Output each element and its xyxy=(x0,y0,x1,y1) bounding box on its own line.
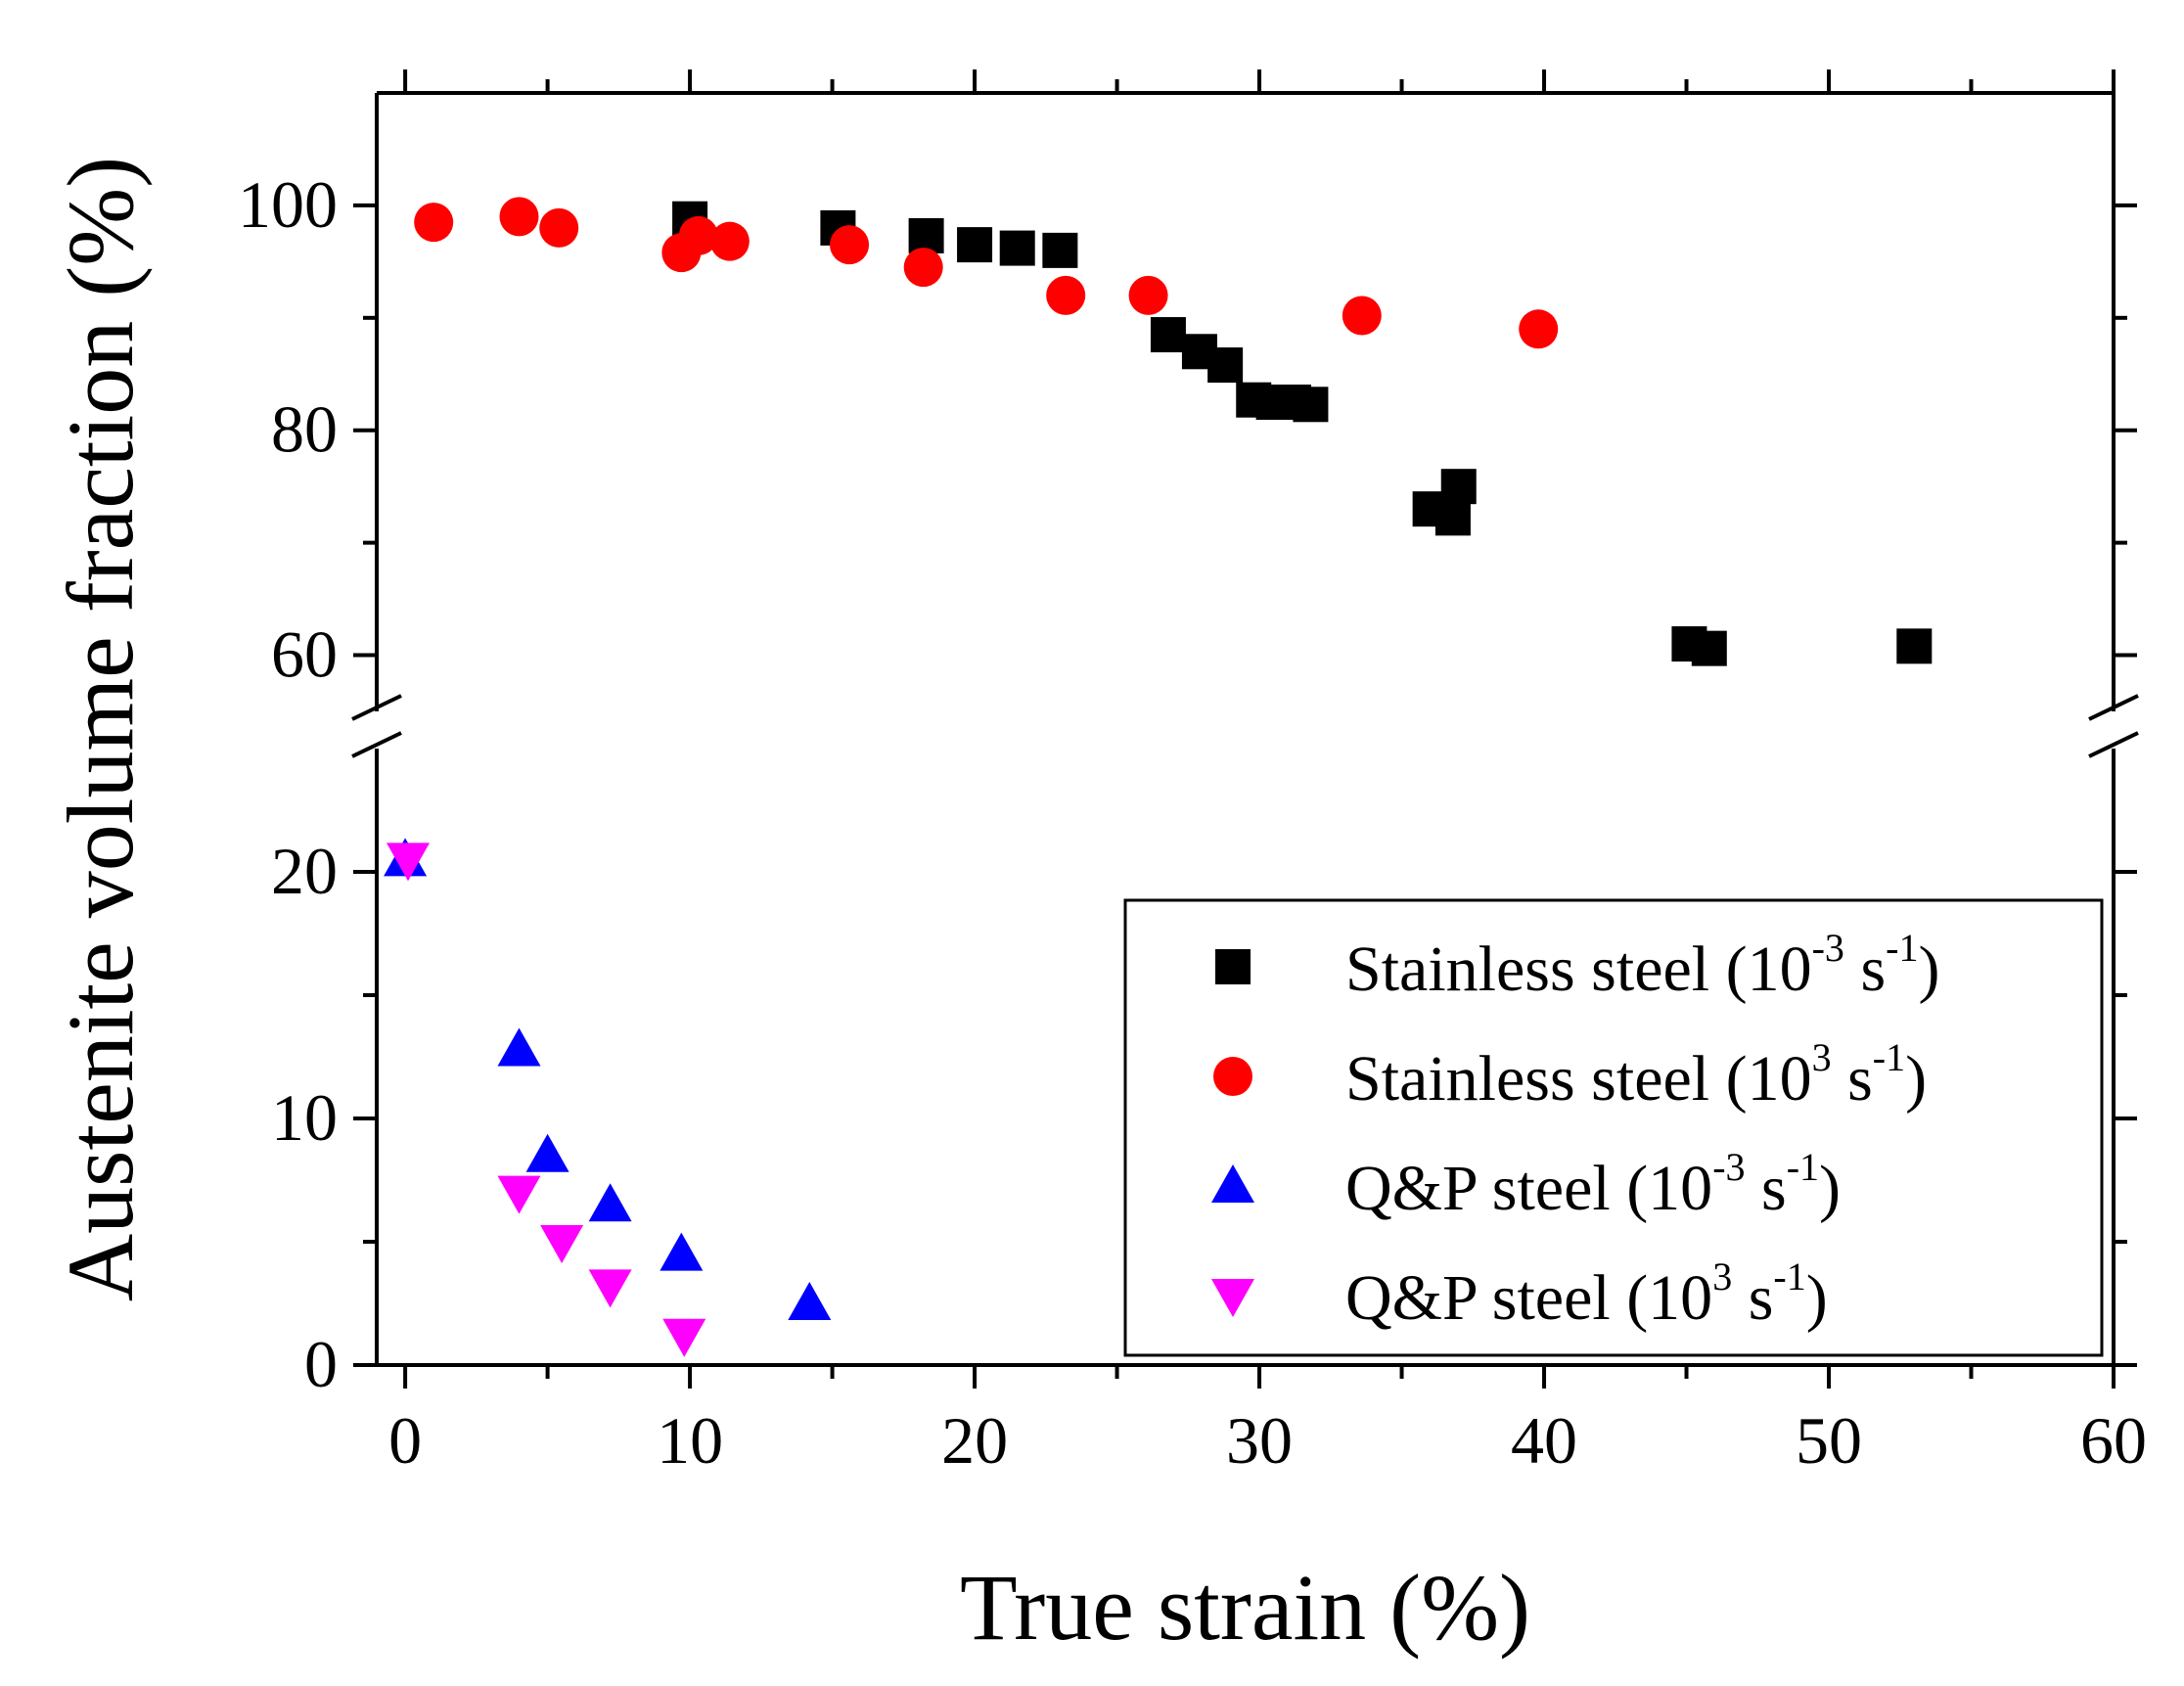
series-2-circle-point xyxy=(709,221,750,261)
left-axis-break-mark xyxy=(351,694,402,721)
x-tick-label: 30 xyxy=(1226,1403,1293,1478)
left-axis-break-mark xyxy=(351,731,402,758)
series-3-triangle-up-point xyxy=(525,1133,569,1172)
legend-box xyxy=(1123,898,2104,1357)
legend-label-1: Stainless steel (10-3 s-1) xyxy=(1345,926,1939,1005)
legend-superscript: -3 xyxy=(1712,1145,1745,1189)
series-4-triangle-down-point xyxy=(497,1175,541,1214)
legend-marker-1 xyxy=(1215,949,1251,984)
series-1-square-point xyxy=(1434,500,1471,536)
legend-text-part: ) xyxy=(1918,934,1939,1005)
series-2-circle-point xyxy=(1342,296,1382,336)
legend-text-part: Stainless steel (10 xyxy=(1345,1043,1812,1115)
series-1-square-point xyxy=(908,217,944,253)
legend-superscript: 3 xyxy=(1712,1254,1732,1299)
series-3-triangle-up-point xyxy=(660,1232,704,1271)
legend-label-2: Stainless steel (103 s-1) xyxy=(1345,1035,1927,1115)
series-1-square-point xyxy=(1150,317,1186,353)
x-tick-label: 50 xyxy=(1796,1403,1862,1478)
legend-text-part: s xyxy=(1844,934,1886,1005)
y-tick-label: 20 xyxy=(271,834,338,908)
series-2-circle-point xyxy=(1128,275,1168,315)
series-3-triangle-up-point xyxy=(788,1282,832,1320)
series-2-circle-point xyxy=(903,248,943,288)
series-2-circle-point xyxy=(830,225,870,265)
series-4-triangle-down-point xyxy=(588,1269,632,1308)
x-tick-label: 40 xyxy=(1511,1403,1577,1478)
x-tick-label: 60 xyxy=(2080,1403,2147,1478)
legend-superscript: -1 xyxy=(1873,1035,1905,1079)
legend-text-part: Q&P steel (10 xyxy=(1345,1262,1712,1334)
legend-text-part: s xyxy=(1832,1043,1873,1115)
y-tick-label: 60 xyxy=(271,617,338,692)
series-1-square-point xyxy=(1440,469,1477,505)
x-tick-label: 10 xyxy=(657,1403,723,1478)
y-tick-label: 0 xyxy=(304,1327,338,1401)
legend-superscript: 3 xyxy=(1812,1035,1832,1079)
legend-marker-2 xyxy=(1213,1057,1252,1096)
legend-marker-4 xyxy=(1211,1279,1254,1317)
legend-text-part: s xyxy=(1732,1262,1773,1334)
legend-label-3: Q&P steel (10-3 s-1) xyxy=(1345,1145,1841,1224)
series-1-square-point xyxy=(1293,387,1329,423)
series-3-triangle-up-point xyxy=(588,1183,632,1222)
y-tick-label: 10 xyxy=(271,1080,338,1155)
y-axis-title: Austenite volume fraction (%) xyxy=(48,157,153,1301)
legend-text-part: Stainless steel (10 xyxy=(1345,934,1812,1005)
legend-marker-3 xyxy=(1211,1164,1254,1203)
series-2-circle-point xyxy=(1046,275,1086,315)
legend-text-part: Q&P steel (10 xyxy=(1345,1153,1712,1224)
legend-superscript: -1 xyxy=(1773,1254,1805,1299)
legend-label-4: Q&P steel (103 s-1) xyxy=(1345,1254,1828,1334)
series-1-square-point xyxy=(1691,630,1727,666)
series-1-square-point xyxy=(1896,628,1933,664)
legend-text-part: ) xyxy=(1806,1262,1828,1334)
legend-superscript: -1 xyxy=(1886,926,1918,970)
series-2-circle-point xyxy=(1519,309,1559,349)
x-axis-title: True strain (%) xyxy=(960,1555,1530,1660)
series-2-circle-point xyxy=(499,197,539,237)
series-2-circle-point xyxy=(539,207,579,248)
series-4-triangle-down-point xyxy=(540,1225,584,1263)
right-axis-break-mark xyxy=(2088,731,2139,758)
series-4-triangle-down-point xyxy=(387,843,431,882)
series-2-circle-point xyxy=(414,203,454,243)
x-tick-label: 0 xyxy=(388,1403,422,1478)
y-tick-label: 80 xyxy=(271,392,338,467)
legend-superscript: -3 xyxy=(1812,926,1844,970)
legend-superscript: -1 xyxy=(1787,1145,1819,1189)
legend-text-part: ) xyxy=(1905,1043,1927,1115)
series-3-triangle-up-point xyxy=(497,1027,541,1067)
x-tick-label: 20 xyxy=(941,1403,1008,1478)
series-1-square-point xyxy=(1207,347,1244,384)
y-tick-label: 100 xyxy=(238,167,338,242)
right-axis-break-mark xyxy=(2088,694,2139,721)
legend-text-part: s xyxy=(1746,1153,1787,1224)
series-1-square-point xyxy=(957,227,993,263)
series-2-circle-point xyxy=(678,215,718,255)
series-1-square-point xyxy=(1042,232,1078,268)
series-4-triangle-down-point xyxy=(662,1318,706,1357)
series-1-square-point xyxy=(999,230,1035,266)
legend-text-part: ) xyxy=(1819,1153,1841,1224)
